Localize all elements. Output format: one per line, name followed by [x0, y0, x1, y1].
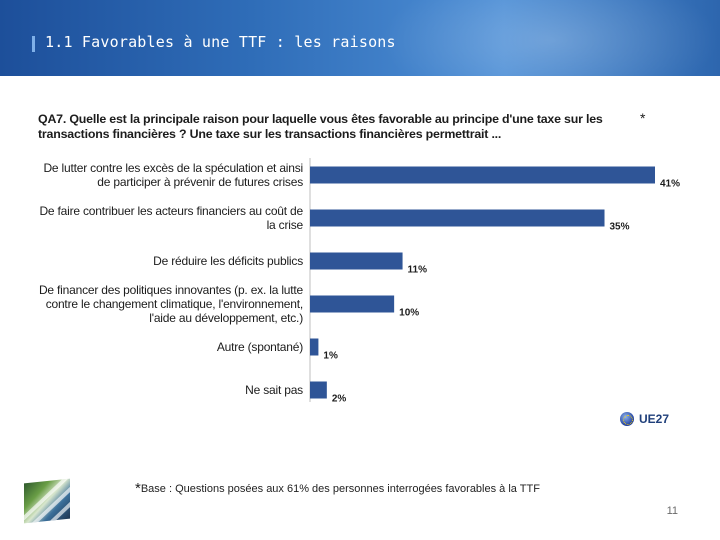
- value-label-2: 11%: [408, 265, 428, 276]
- chart-legend: UE27: [620, 412, 669, 426]
- bar-3: [310, 295, 395, 313]
- bar-5: [310, 381, 327, 399]
- slide-title: 1.1 Favorables à une TTF : les raisons: [45, 33, 396, 51]
- bar-4: [310, 338, 319, 356]
- question-footnote-marker: *: [640, 110, 646, 126]
- category-label-2: De réduire les déficits publics: [153, 254, 303, 268]
- category-label-4: Autre (spontané): [217, 340, 303, 354]
- bar-2: [310, 252, 403, 270]
- question-text: QA7. Quelle est la principale raison pou…: [38, 112, 603, 141]
- value-label-3: 10%: [399, 308, 419, 319]
- bar-1: [310, 209, 605, 227]
- category-label-3: De financer des politiques innovantes (p…: [39, 283, 304, 325]
- value-label-4: 1%: [323, 351, 338, 362]
- footnote: *Base : Questions posées aux 61% des per…: [135, 480, 540, 497]
- legend-label: UE27: [639, 412, 670, 426]
- header-glow: [380, 0, 720, 76]
- organization-logo-icon: [24, 478, 70, 524]
- category-label-5: Ne sait pas: [245, 383, 303, 397]
- slide-header: 1.1 Favorables à une TTF : les raisons: [0, 0, 720, 76]
- footnote-text: Base : Questions posées aux 61% des pers…: [140, 483, 540, 495]
- category-label-0: De lutter contre les excès de la spécula…: [43, 161, 303, 189]
- title-accent-mark: [32, 36, 35, 52]
- bar-chart: 41% De lutter contre les excès de la spéc…: [39, 158, 680, 405]
- value-label-0: 41%: [660, 179, 680, 190]
- page-number: 11: [666, 505, 678, 517]
- footnote-marker: *: [135, 480, 141, 497]
- bar-0: [310, 166, 655, 184]
- eu-globe-icon: [620, 412, 634, 426]
- value-label-1: 35%: [610, 222, 630, 233]
- category-label-1: De faire contribuer les acteurs financie…: [39, 204, 303, 232]
- value-label-5: 2%: [332, 394, 347, 405]
